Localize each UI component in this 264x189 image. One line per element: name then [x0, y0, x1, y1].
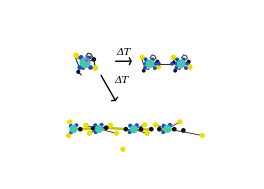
Circle shape	[185, 62, 189, 66]
Circle shape	[175, 66, 178, 70]
Circle shape	[163, 125, 171, 133]
Circle shape	[144, 62, 147, 66]
Circle shape	[142, 122, 147, 127]
Circle shape	[175, 57, 179, 61]
Circle shape	[78, 127, 83, 132]
Circle shape	[177, 59, 186, 68]
Circle shape	[144, 57, 148, 61]
Circle shape	[187, 60, 191, 64]
Circle shape	[92, 65, 98, 71]
Circle shape	[93, 123, 97, 127]
Circle shape	[139, 127, 143, 132]
Circle shape	[95, 125, 103, 133]
Circle shape	[149, 127, 154, 132]
Circle shape	[79, 57, 91, 68]
Circle shape	[145, 131, 150, 136]
Circle shape	[92, 57, 96, 62]
Circle shape	[79, 55, 83, 60]
Circle shape	[177, 119, 182, 125]
Circle shape	[83, 123, 88, 128]
Circle shape	[66, 133, 71, 138]
Circle shape	[74, 123, 78, 127]
Circle shape	[124, 127, 128, 132]
Circle shape	[108, 123, 113, 128]
Circle shape	[184, 66, 188, 70]
Circle shape	[142, 69, 146, 73]
Circle shape	[173, 69, 177, 73]
Circle shape	[168, 123, 172, 127]
Circle shape	[100, 123, 103, 127]
Circle shape	[86, 56, 90, 60]
Circle shape	[200, 133, 205, 138]
Circle shape	[76, 70, 80, 74]
Circle shape	[153, 66, 157, 70]
Circle shape	[69, 130, 73, 134]
Circle shape	[162, 124, 166, 128]
Circle shape	[85, 58, 89, 62]
Circle shape	[80, 65, 84, 69]
Circle shape	[157, 62, 161, 66]
Circle shape	[155, 60, 159, 64]
Circle shape	[130, 125, 138, 133]
Circle shape	[145, 59, 154, 68]
Circle shape	[153, 61, 157, 66]
Circle shape	[172, 61, 176, 64]
Circle shape	[67, 119, 72, 125]
Circle shape	[88, 65, 93, 70]
Circle shape	[73, 53, 79, 58]
Circle shape	[155, 61, 159, 64]
Circle shape	[181, 128, 186, 133]
Circle shape	[170, 62, 174, 66]
Circle shape	[173, 61, 178, 66]
Circle shape	[120, 147, 126, 152]
Circle shape	[154, 62, 158, 66]
Circle shape	[94, 130, 98, 134]
Circle shape	[128, 124, 132, 128]
Circle shape	[91, 126, 95, 131]
Circle shape	[153, 122, 158, 127]
Circle shape	[157, 127, 162, 132]
Circle shape	[87, 131, 92, 136]
Circle shape	[114, 131, 119, 136]
Circle shape	[77, 65, 82, 70]
Circle shape	[161, 130, 165, 134]
Circle shape	[150, 57, 154, 61]
Circle shape	[156, 64, 161, 70]
Text: ΔT: ΔT	[115, 76, 129, 84]
Circle shape	[187, 64, 193, 70]
Circle shape	[69, 125, 78, 133]
Circle shape	[104, 125, 109, 130]
Text: ΔT: ΔT	[116, 48, 131, 57]
Circle shape	[171, 55, 176, 60]
Circle shape	[69, 124, 73, 128]
Circle shape	[140, 55, 145, 60]
Circle shape	[182, 57, 186, 61]
Circle shape	[143, 66, 147, 70]
Circle shape	[128, 130, 132, 134]
Circle shape	[172, 127, 177, 132]
Circle shape	[175, 62, 178, 66]
Circle shape	[135, 123, 139, 127]
